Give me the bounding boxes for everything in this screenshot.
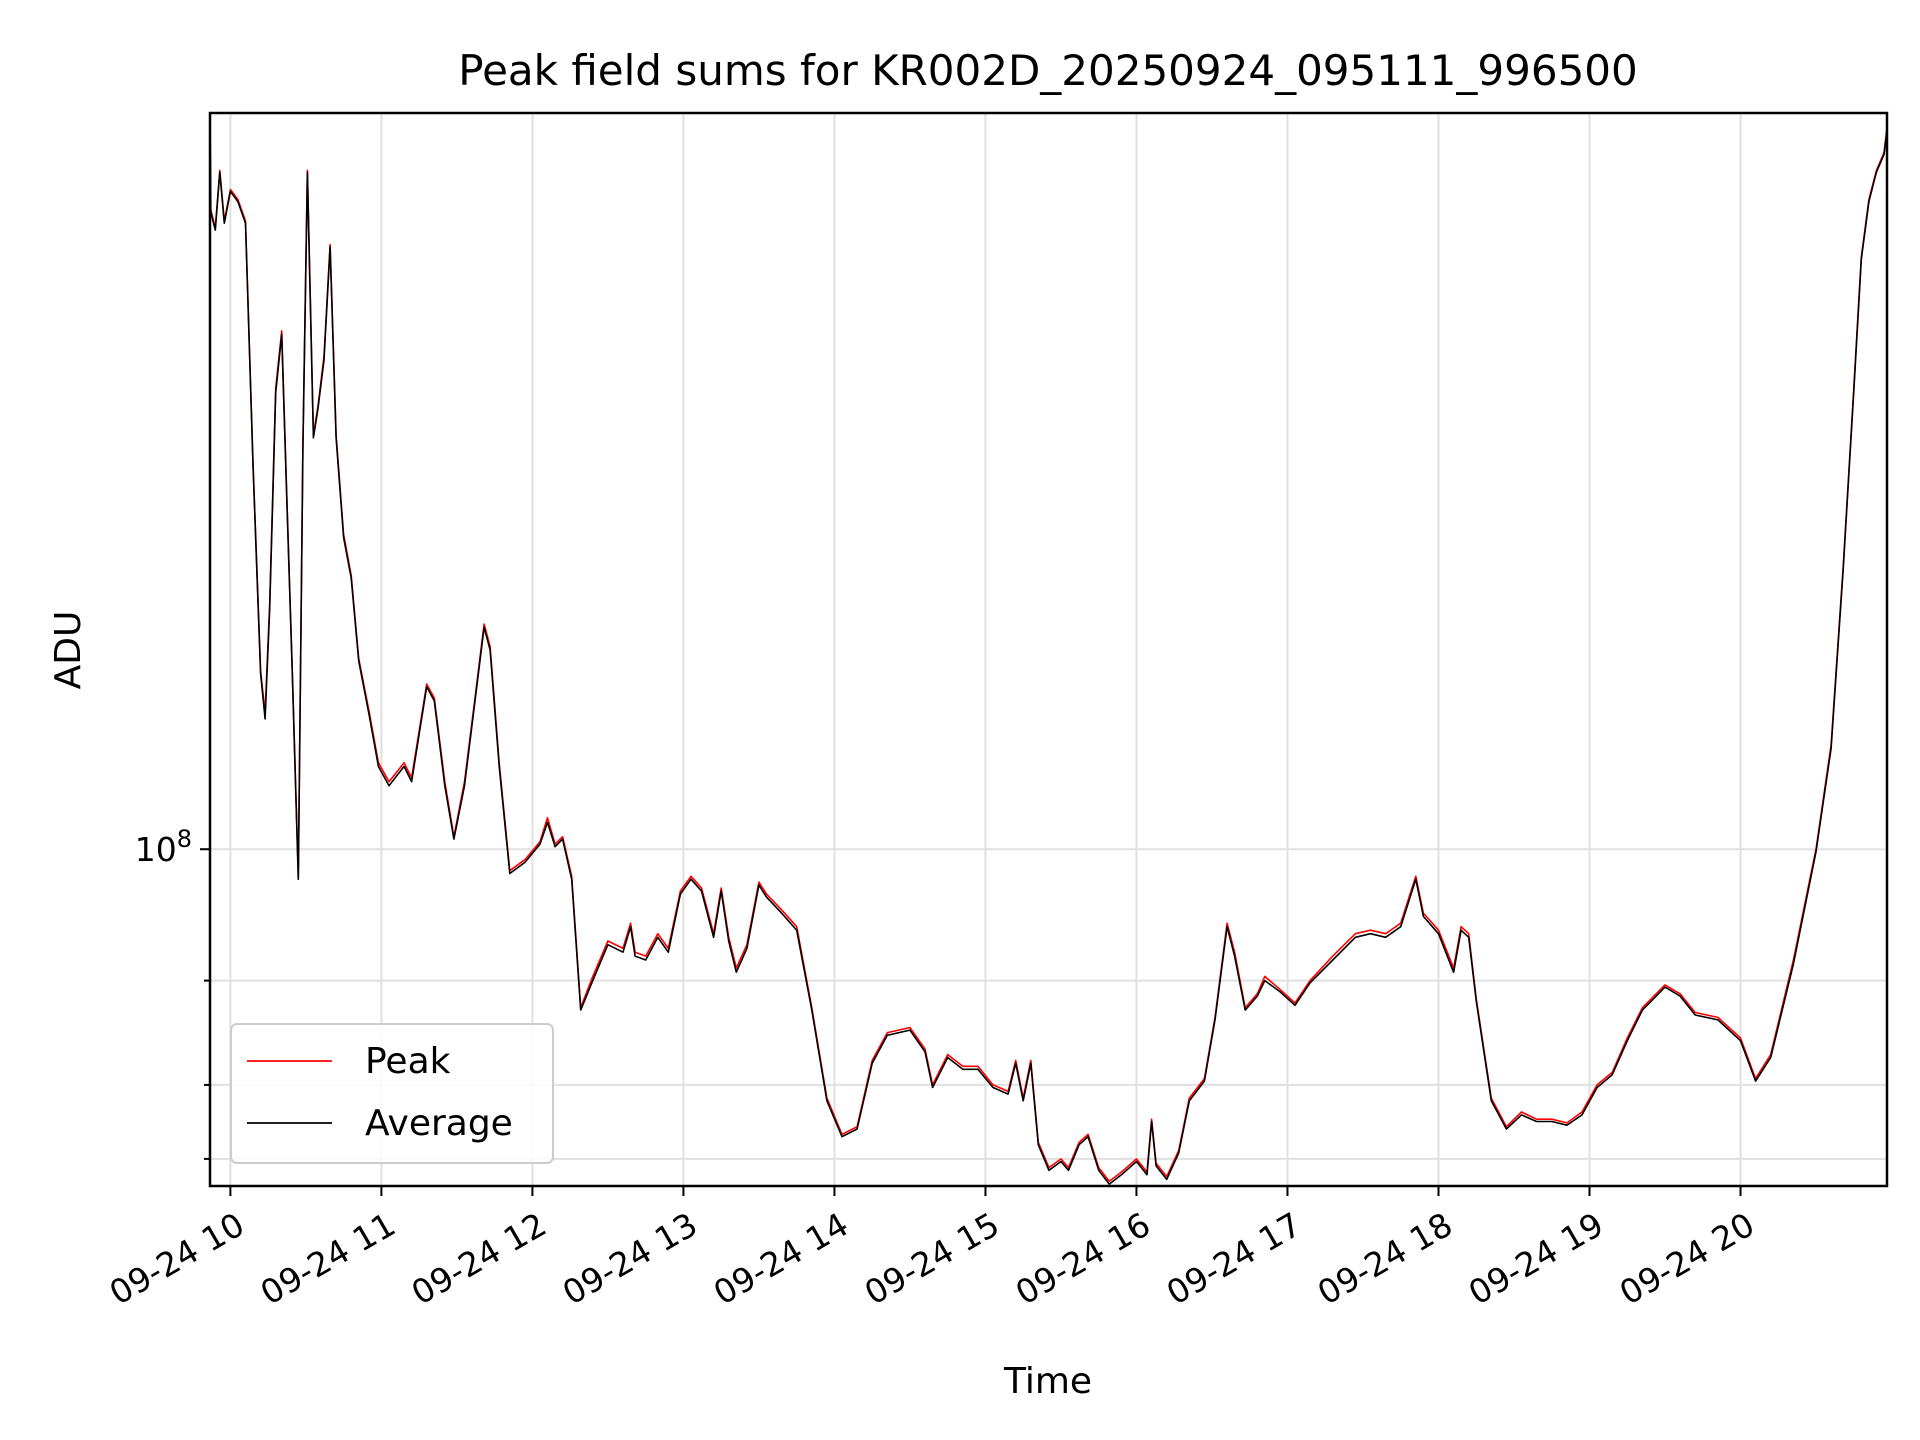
legend-box — [230, 1023, 554, 1164]
series-line-average — [210, 113, 1887, 1185]
plot-frame — [208, 111, 1889, 1188]
legend-peak-label: Peak — [365, 1041, 451, 1082]
legend: Peak Average — [230, 1023, 554, 1164]
y-tick-label: 108 — [135, 825, 192, 869]
series-layer — [210, 113, 1887, 1185]
grid — [210, 113, 1887, 1186]
legend-average-label: Average — [365, 1103, 513, 1144]
chart-title: Peak field sums for KR002D_20250924_0951… — [458, 46, 1637, 95]
x-axis-label: Time — [1003, 1361, 1092, 1402]
y-axis-label: ADU — [48, 611, 89, 690]
